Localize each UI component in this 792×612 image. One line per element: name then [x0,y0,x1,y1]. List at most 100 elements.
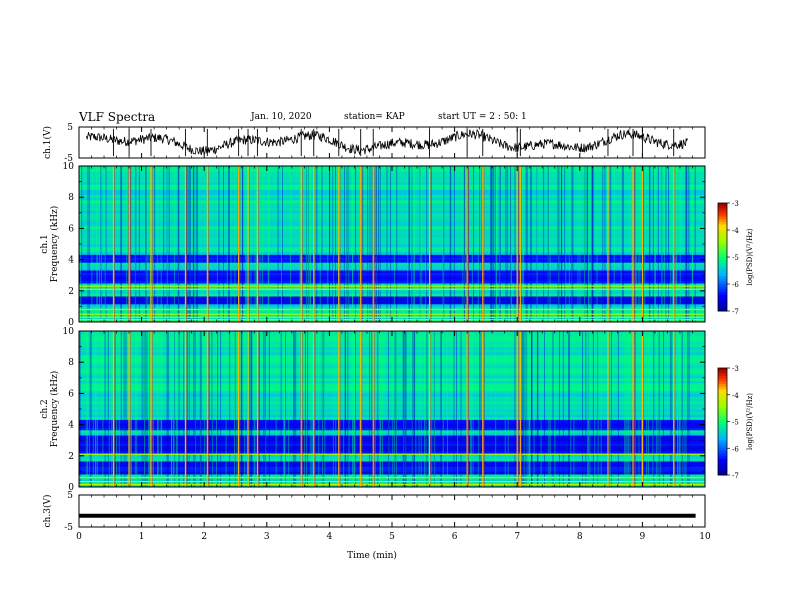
ch1-colorbar-step [718,232,727,236]
ch2-colorbar-step [718,392,727,396]
y-tick-label: -5 [64,154,73,164]
ch1-spectrogram-freq-row [79,290,705,294]
ch1-colorbar-step [718,240,727,244]
ch2-spectrogram-freq-row [79,448,705,452]
ch1-spectrogram-freq-row [79,231,705,235]
y-tick-label: 8 [68,193,74,203]
ch2-colorbar-step [718,389,727,393]
ch1-spectrogram-freq-row [79,249,705,253]
ch2-colorbar-step [718,416,727,420]
ch2-spectrogram-freq-row [79,370,705,374]
ch1-spectrogram-freq-row [79,173,705,177]
y-tick-label: 0 [68,318,74,328]
ch2-spectrogram-freq-row [79,396,705,400]
ch1-colorbar-step [718,243,727,247]
ch2-colorbar-step [718,418,727,422]
ch1-colorbar-label: log(PSD)(V²/Hz) [746,228,754,285]
ch1-colorbar-step [718,262,727,266]
ch2-spectrogram-freq-row [79,411,705,415]
ch1-colorbar-step [718,257,727,261]
ch1-colorbar-step [718,227,727,231]
ch2-spectrogram-freq-row [79,422,705,426]
ch3-waveform-panel: 0 1 2 3 4 5 6 7 8 9 10 5 -5 ch.3(V) Time (min) [42,491,711,561]
y-tick-label: 0 [68,483,74,493]
ch2-colorbar-step [718,400,727,404]
ch1-colorbar-step [718,224,727,228]
ch1-colorbar-step [718,305,727,309]
ch2-spectrogram-freq-row [79,388,705,392]
ch1-spectrogram-freq-row [79,194,705,198]
ch2-spectrogram-freq-row [79,458,705,462]
ch2-spectrogram-freq-row [79,393,705,397]
ch2-spectrogram-freq-row [79,367,705,371]
ch1-colorbar-step [718,292,727,296]
ch1-colorbar-step [718,294,727,298]
y-tick-label: 10 [63,327,75,337]
x-tick-label: 6 [452,532,458,542]
ch1-spectrogram-freq-row [79,189,705,193]
ch2-colorbar-step [718,429,727,433]
ch1-spectrogram-freq-row [79,270,705,274]
ch2-colorbar-step [718,370,727,374]
ch2-spectrogram-channel-label: ch.2 [40,399,50,418]
ch2-spectrogram-freq-row [79,359,705,363]
ch2-colorbar-step [718,432,727,436]
y-tick-label: 4 [68,421,74,431]
ch2-spectrogram-freq-row [79,479,705,483]
chart-title: VLF Spectra [79,110,156,124]
ch1-colorbar-step [718,302,727,307]
ch1-spectrogram-freq-row [79,303,705,307]
ch2-colorbar-step [718,378,727,382]
ch2-colorbar-step [718,469,727,473]
ch2-spectrogram-freq-row [79,364,705,368]
ch2-colorbar-step [718,402,727,406]
ch1-spectrogram-freq-row [79,280,705,284]
x-tick-label: 1 [139,532,145,542]
colorbars: -3 -4 -5 -6 -7 log(PSD)(V²/Hz) -3 -4 -5 -6 -7 log(P… [717,200,754,480]
ch2-colorbar-step [718,373,727,377]
ch1-colorbar-step [718,308,727,312]
ch1-waveform-panel: 5 -5 ch.1(V) [42,123,706,164]
ch2-spectrogram-freq-row [79,401,705,405]
ch1-colorbar-step [718,265,727,269]
ch1-colorbar-step [718,300,727,304]
ch1-colorbar-step [718,203,727,207]
ch2-spectrogram-freq-row [79,414,705,418]
ch2-colorbar-step [718,410,727,414]
ch1-spectrogram-freq-row [79,238,705,242]
ch1-spectrogram-freq-row [79,192,705,196]
ch1-spectrogram-freq-row [79,254,705,258]
y-tick-label: 5 [67,491,73,501]
ch1-colorbar-step [718,219,727,223]
ch2-colorbar-step [718,421,727,425]
ch2-colorbar-step [718,434,727,439]
ch1-colorbar-step [718,211,727,215]
ch1-spectrogram-freq-row [79,205,705,209]
ch1-spectrogram-freq-row [79,220,705,224]
ch2-spectrogram-freq-row [79,432,705,436]
ch2-spectrogram-freq-row [79,427,705,431]
ch1-spectrogram-freq-row [79,301,705,305]
ch1-spectrogram-freq-row [79,267,705,271]
ch1-spectrogram-freq-row [79,257,705,261]
ch1-spectrogram-freq-row [79,244,705,248]
colorbar-tick-label: -5 [732,419,739,427]
ch1-colorbar-step [718,213,727,217]
ch2-spectrogram-freq-row [79,377,705,381]
ch2-spectrogram-freq-row [79,372,705,376]
ch2-colorbar-step [718,472,727,476]
x-axis-label: Time (min) [347,550,397,561]
ch2-spectrogram-freq-row [79,437,705,441]
ch2-colorbar-step [718,413,727,417]
colorbar-tick-label: -7 [732,308,739,316]
ch2-colorbar-step [718,386,727,390]
colorbar-tick-label: -6 [732,445,739,453]
ch2-colorbar-step [718,384,727,388]
ch2-colorbar-step [718,464,727,468]
ch1-spectrogram-freq-row [79,251,705,255]
ch1-spectrogram-freq-row [79,207,705,211]
ch1-spectrogram-freq-row [79,210,705,214]
y-tick-label: 2 [68,452,74,462]
colorbar-tick-label: -3 [732,365,739,373]
x-tick-label: 5 [389,532,395,542]
